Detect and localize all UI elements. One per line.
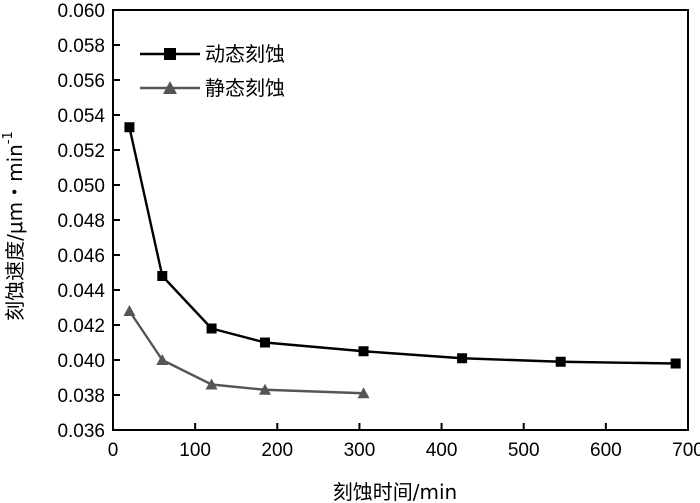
y-tick-label: 0.056 [57,71,105,92]
y-tick-label: 0.046 [57,246,105,267]
data-point [157,271,168,281]
y-tick-label: 0.054 [57,106,105,127]
x-tick-label: 600 [590,440,622,461]
data-point [258,383,271,395]
y-tick-label: 0.036 [57,421,105,442]
series-line-dynamic [128,126,676,365]
data-point [555,356,566,367]
data-point [457,353,468,364]
y-axis-title-main: 刻蚀速度/μm・min [3,144,27,321]
x-tick-label: 700 [672,440,700,461]
x-tick-label: 500 [508,440,540,461]
legend-label-static: 静态刻蚀 [205,76,285,100]
data-point [205,378,218,390]
data-point [124,122,135,133]
y-axis-title: 刻蚀速度/μm・min-1 [1,131,27,321]
svg-text:刻蚀速度/μm・min-1: 刻蚀速度/μm・min-1 [1,131,27,321]
series-line-static [128,310,364,395]
legend-item-dynamic: 动态刻蚀 [140,42,285,66]
data-point [358,346,369,357]
y-tick-label: 0.052 [57,141,105,162]
y-axis-title-sup: -1 [1,131,16,144]
x-axis-title: 刻蚀时间/min [333,480,457,503]
data-point [259,337,270,348]
y-tick-label: 0.058 [57,36,105,57]
x-tick-label: 400 [426,440,458,461]
plot-frame [112,9,689,431]
x-tick-label: 200 [261,440,293,461]
x-axis-ticks: 0 100 200 300 400 500 600 700 [108,423,700,461]
data-point [670,358,681,369]
legend: 动态刻蚀 静态刻蚀 [140,42,285,100]
data-point [206,323,217,334]
y-tick-label: 0.038 [57,386,105,407]
y-axis-ticks: 0.036 0.038 0.040 0.042 0.044 0.046 0.048 0.050… [57,1,120,442]
x-tick-label: 0 [108,440,119,461]
y-tick-label: 0.050 [57,176,105,197]
data-point [123,305,136,316]
y-tick-label: 0.060 [57,1,105,22]
x-tick-label: 100 [179,440,211,461]
series-layer [123,122,681,399]
legend-item-static: 静态刻蚀 [140,76,285,100]
y-tick-label: 0.048 [57,211,105,232]
y-tick-label: 0.044 [57,281,105,302]
data-point [357,387,370,399]
y-tick-label: 0.040 [57,351,105,372]
data-point [156,354,169,365]
y-tick-label: 0.042 [57,316,105,337]
legend-label-dynamic: 动态刻蚀 [205,42,285,66]
x-tick-label: 300 [344,440,376,461]
